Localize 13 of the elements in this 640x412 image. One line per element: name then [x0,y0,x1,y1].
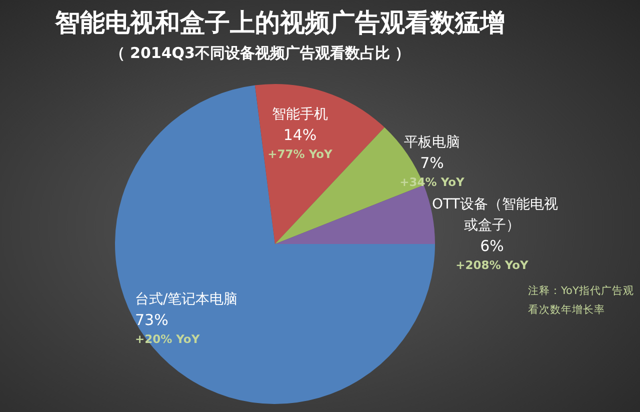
chart-title: 智能电视和盒子上的视频广告观看数猛增 [54,7,506,39]
chart-subtitle: （ 2014Q3不同设备视频广告观看数占比 ） [108,44,412,63]
text: +208% YoY [456,258,530,272]
slice-label: 台式/笔记本电脑 [135,292,238,308]
data-label: 7% [420,154,444,172]
data-label: 6% [480,236,504,255]
data-label: 73% [135,310,168,329]
slice-label: OTT设备（智能电视或盒子） [432,196,558,234]
data-label: 14% [283,126,317,144]
slice-label: 平板电脑 [404,134,460,151]
text: +77% YoY [268,146,333,161]
slice-label: 智能手机 [272,106,328,123]
text: 注释：YoY指代广告观看次数年增长率 [528,284,635,318]
